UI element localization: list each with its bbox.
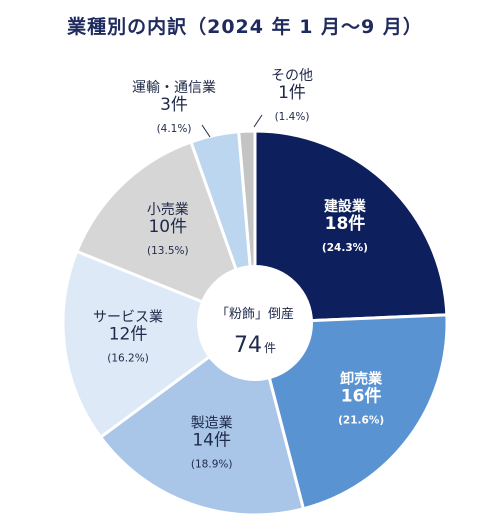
slice-count-3: 14件: [192, 431, 231, 451]
slice-count-6: 3件: [160, 95, 188, 115]
center-total: 74 件: [234, 333, 276, 358]
slice-label-2: 卸売業: [340, 370, 383, 387]
slice-percent-6: (4.1%): [157, 123, 192, 135]
slice-count-2: 16件: [341, 385, 382, 406]
slice-label-3: 製造業: [191, 416, 233, 432]
slice-label-6: 運輸・通信業: [132, 80, 216, 96]
center-total-unit: 件: [264, 341, 276, 355]
slice-count-5: 10件: [148, 217, 187, 237]
slice-label-7: その他: [271, 68, 313, 84]
slice-percent-7: (1.4%): [275, 111, 310, 123]
slice-count-7: 1件: [278, 83, 306, 103]
center-label: 「粉飾」倒産: [216, 306, 294, 322]
leader-line-7: [253, 114, 263, 128]
leader-line-6: [201, 124, 211, 138]
pie-slice-4: [61, 249, 259, 440]
pie-slice-5: [74, 140, 258, 326]
slice-label-4: サービス業: [93, 309, 163, 325]
pie-slice-2: [253, 313, 449, 511]
slice-percent-5: (13.5%): [147, 245, 189, 257]
leader-lines: [201, 114, 263, 138]
slice-count-4: 12件: [109, 324, 148, 344]
slice-percent-2: (21.6%): [338, 414, 384, 426]
slice-percent-1: (24.3%): [322, 242, 368, 254]
donut-hole: [197, 265, 313, 381]
pie-slice-1: [253, 129, 449, 325]
chart-title: 業種別の内訳（2024 年 1 月〜9 月）: [67, 16, 423, 38]
slice-percent-4: (16.2%): [107, 352, 149, 364]
center-total-value: 74: [234, 333, 262, 358]
slice-label-5: 小売業: [147, 202, 189, 218]
slice-percent-3: (18.9%): [191, 459, 233, 471]
slice-label-1: 建設業: [324, 198, 367, 215]
slice-count-1: 18件: [325, 213, 366, 234]
